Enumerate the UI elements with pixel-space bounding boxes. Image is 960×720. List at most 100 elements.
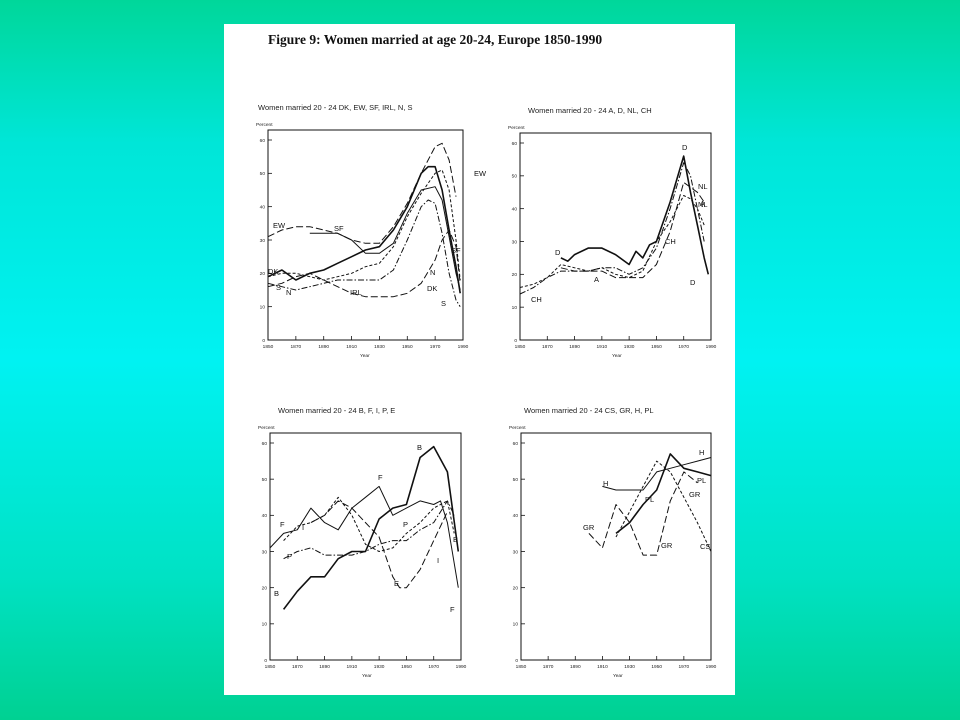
x-axis-label: Year: [613, 673, 623, 679]
series-label-ew: EW: [474, 169, 487, 178]
series-line-pl: [615, 453, 712, 535]
series-label-gr: GR: [689, 490, 701, 499]
chart-panel-2: Women married 20 - 24 A, D, NL, CH Percen…: [508, 106, 717, 359]
y-tick-label: 0: [514, 338, 517, 344]
series-label-dk: DK: [268, 267, 278, 276]
y-tick-label: 20: [260, 271, 266, 277]
x-tick-label: 1990: [458, 344, 469, 350]
y-tick-label: 30: [512, 239, 518, 245]
y-tick-label: 10: [512, 305, 518, 311]
x-tick-label: 1910: [597, 344, 608, 350]
y-axis-label: Percent: [509, 425, 526, 431]
series-label-s: S: [441, 299, 446, 308]
series-label-d: D: [690, 278, 696, 287]
y-tick-label: 30: [262, 549, 268, 555]
y-tick-label: 50: [262, 477, 268, 483]
y-tick-label: 0: [264, 658, 267, 664]
y-tick-label: 60: [262, 441, 268, 447]
chart-panel-4: Women married 20 - 24 CS, GR, H, PL Perce…: [509, 406, 717, 679]
series-label-a: A: [594, 275, 599, 284]
x-tick-label: 1970: [428, 664, 439, 670]
series-label-gr: GR: [583, 523, 595, 532]
series-line-dk: [267, 165, 461, 294]
y-tick-label: 60: [513, 441, 519, 447]
series-line-p: [283, 500, 455, 560]
x-tick-label: 1970: [430, 344, 441, 350]
series-label-s: S: [276, 283, 281, 292]
x-tick-label: 1890: [570, 664, 581, 670]
series-label-d: D: [555, 248, 561, 257]
series-label-dk: DK: [427, 284, 437, 293]
figure-page: [224, 24, 735, 695]
series-line-nl: [519, 162, 705, 295]
panel-title: Women married 20 - 24 CS, GR, H, PL: [524, 406, 654, 415]
x-tick-label: 1930: [374, 664, 385, 670]
series-label-a: A: [700, 199, 705, 208]
x-tick-label: 1950: [402, 344, 413, 350]
series-label-h: H: [603, 479, 608, 488]
y-tick-label: 10: [262, 622, 268, 628]
series-label-ch: CH: [665, 237, 676, 246]
x-axis-label: Year: [362, 673, 372, 679]
chart-panel-1: Women married 20 - 24 DK, EW, SF, IRL, N…: [256, 103, 487, 359]
x-tick-label: 1990: [456, 664, 467, 670]
x-tick-label: 1850: [263, 344, 274, 350]
x-axis-label: Year: [360, 353, 370, 359]
series-line-ew: [267, 142, 457, 244]
x-tick-label: 1850: [515, 344, 526, 350]
x-tick-label: 1870: [542, 344, 553, 350]
series-label-b: B: [417, 443, 422, 452]
series-label-p: P: [403, 520, 408, 529]
x-axis-label: Year: [612, 353, 622, 359]
series-label-f: F: [450, 605, 455, 614]
plot-frame: [267, 129, 464, 341]
plot-frame: [520, 432, 712, 661]
y-tick-label: 40: [260, 204, 266, 210]
y-tick-label: 20: [512, 272, 518, 278]
series-label-n: N: [286, 288, 291, 297]
x-tick-label: 1870: [292, 664, 303, 670]
series-line-d: [560, 155, 710, 275]
series-label-irl: IRL: [350, 288, 362, 297]
series-line-f: [269, 485, 459, 588]
series-line-h: [602, 457, 712, 491]
x-tick-label: 1870: [543, 664, 554, 670]
x-tick-label: 1850: [516, 664, 527, 670]
series-line-a: [560, 181, 705, 279]
y-tick-label: 40: [262, 513, 268, 519]
y-tick-label: 10: [260, 304, 266, 310]
y-tick-label: 10: [513, 622, 519, 628]
y-tick-label: 40: [512, 206, 518, 212]
y-axis-label: Percent: [258, 425, 275, 431]
x-tick-label: 1910: [597, 664, 608, 670]
y-tick-label: 50: [512, 174, 518, 180]
series-label-pl: PL: [697, 476, 706, 485]
x-tick-label: 1890: [318, 344, 329, 350]
x-tick-label: 1930: [624, 344, 635, 350]
series-line-n: [267, 169, 461, 281]
x-tick-label: 1970: [679, 664, 690, 670]
series-line-gr: [588, 471, 698, 556]
series-label-b: B: [274, 589, 279, 598]
series-label-b: B: [453, 535, 458, 544]
x-tick-label: 1890: [569, 344, 580, 350]
series-label-pl: PL: [645, 495, 654, 504]
series-label-sf: SF: [451, 246, 461, 255]
x-tick-label: 1990: [706, 344, 717, 350]
y-tick-label: 30: [513, 549, 519, 555]
y-axis-label: Percent: [256, 122, 273, 128]
series-label-d: D: [682, 143, 688, 152]
series-line-cs: [615, 460, 712, 552]
x-tick-label: 1970: [678, 344, 689, 350]
x-tick-label: 1950: [651, 664, 662, 670]
y-axis-label: Percent: [508, 125, 525, 131]
x-tick-label: 1950: [651, 344, 662, 350]
figure-title: Figure 9: Women married at age 20-24, Eu…: [268, 32, 603, 47]
x-tick-label: 1950: [401, 664, 412, 670]
x-tick-label: 1870: [291, 344, 302, 350]
series-label-e: E: [394, 579, 399, 588]
series-line-s: [267, 199, 461, 307]
panel-title: Women married 20 - 24 A, D, NL, CH: [528, 106, 652, 115]
series-label-ew: EW: [273, 221, 286, 230]
